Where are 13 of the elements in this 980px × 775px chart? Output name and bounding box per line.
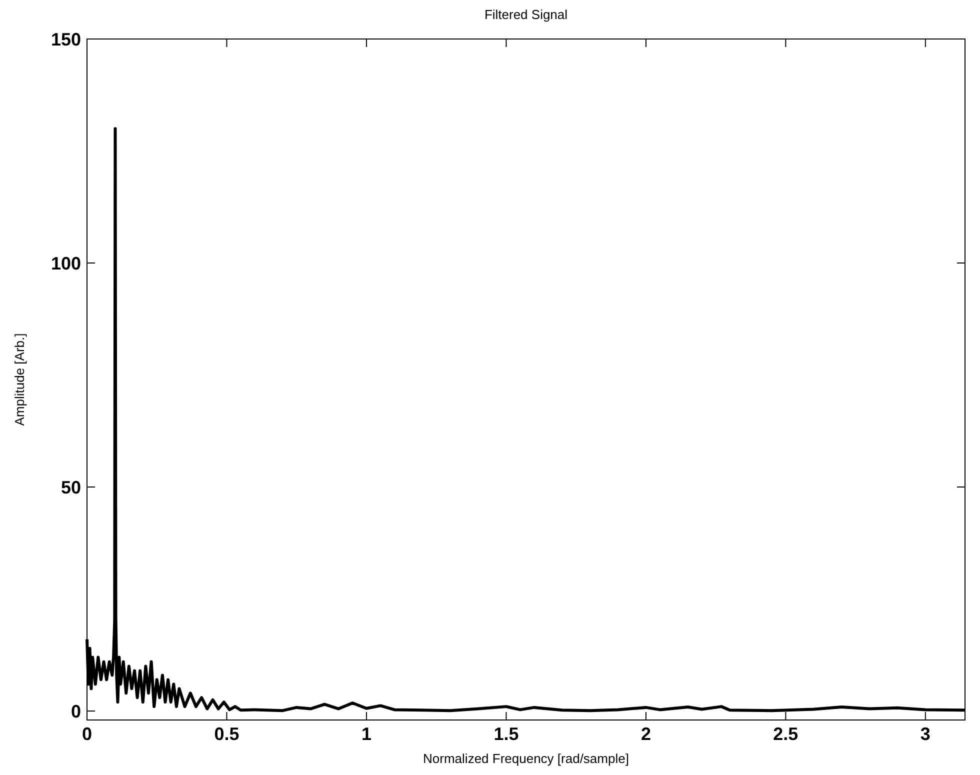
x-tick-label: 0.5 (214, 724, 240, 744)
y-tick-label: 150 (50, 29, 81, 50)
x-tick-label: 2.5 (773, 724, 798, 744)
x-axis-title: Normalized Frequency [rad/sample] (423, 751, 629, 766)
x-tick-label: 2 (640, 724, 651, 744)
x-tick-label: 1.5 (494, 724, 519, 744)
chart-title: Filtered Signal (484, 7, 568, 22)
y-tick-label: 50 (60, 477, 81, 498)
x-tick-label: 3 (920, 724, 930, 744)
y-tick-label: 100 (50, 253, 81, 274)
y-tick-label: 0 (70, 701, 81, 722)
y-axis-title: Amplitude [Arb.] (12, 333, 27, 426)
x-tick-label: 1 (361, 724, 372, 744)
